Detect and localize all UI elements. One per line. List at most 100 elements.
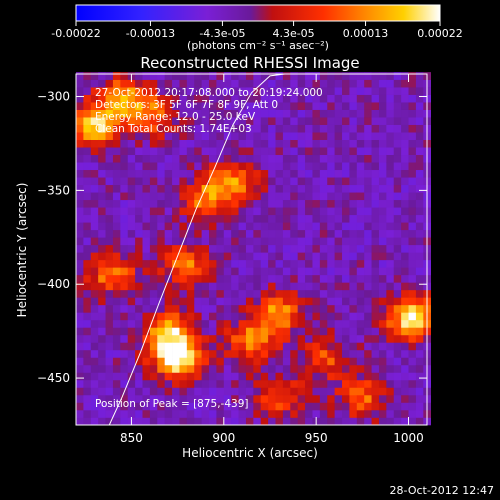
heatmap-cell [349, 94, 358, 103]
heatmap-cell [319, 417, 328, 426]
heatmap-cell [305, 237, 313, 246]
heatmap-cell [76, 267, 84, 276]
heatmap-cell [260, 214, 269, 223]
heatmap-cell [135, 379, 143, 388]
heatmap-cell [349, 244, 358, 253]
heatmap-cell [319, 147, 328, 156]
heatmap-cell [275, 72, 284, 80]
heatmap-cell [290, 417, 298, 426]
heatmap-cell [393, 214, 402, 223]
heatmap-cell [268, 169, 276, 178]
heatmap-cell [238, 102, 247, 110]
heatmap-cell [275, 244, 284, 253]
heatmap-cell [238, 79, 247, 88]
heatmap-cell [149, 364, 158, 373]
heatmap-cell [290, 394, 298, 403]
heatmap-cell [312, 79, 321, 88]
heatmap-cell [297, 387, 306, 396]
x-tick-label: 850 [120, 431, 143, 445]
heatmap-cell [98, 87, 106, 95]
heatmap-cell [164, 267, 173, 276]
heatmap-cell [334, 207, 343, 216]
heatmap-cell [334, 372, 343, 381]
heatmap-cell [201, 349, 210, 358]
heatmap-cell [201, 237, 210, 246]
heatmap-cell [149, 139, 158, 148]
heatmap-cell [378, 304, 387, 313]
heatmap-cell [386, 132, 395, 140]
heatmap-cell [105, 177, 114, 186]
heatmap-cell [297, 394, 306, 403]
heatmap-cell [253, 154, 262, 163]
heatmap-cell [216, 259, 225, 268]
heatmap-cell [356, 387, 365, 396]
heatmap-cell [135, 177, 143, 186]
heatmap-cell [342, 274, 350, 283]
heatmap-cell [349, 289, 358, 298]
heatmap-cell [142, 387, 151, 396]
heatmap-cell [216, 244, 225, 253]
heatmap-cell [216, 192, 225, 201]
heatmap-cell [364, 169, 372, 178]
heatmap-cell [157, 237, 165, 246]
heatmap-cell [401, 297, 409, 306]
heatmap-cell [245, 124, 254, 133]
heatmap-cell [408, 109, 417, 118]
heatmap-cell [349, 79, 358, 88]
heatmap-cell [172, 154, 180, 163]
heatmap-cell [253, 222, 262, 231]
heatmap-cell [260, 102, 269, 110]
heatmap-cell [98, 372, 106, 381]
heatmap-cell [245, 109, 254, 118]
heatmap-cell [305, 124, 313, 133]
y-tick-label: −400 [37, 277, 70, 291]
heatmap-cell [149, 154, 158, 163]
heatmap-cell [223, 147, 232, 156]
heatmap-cell [364, 162, 372, 171]
heatmap-cell [157, 252, 165, 261]
heatmap-cell [268, 402, 276, 411]
heatmap-cell [342, 154, 350, 163]
heatmap-cell [378, 87, 387, 95]
heatmap-cell [290, 184, 298, 193]
heatmap-cell [386, 342, 395, 351]
annotation-detectors: Detectors: 3F 5F 6F 7F 8F 9F, Att 0 [95, 99, 278, 111]
heatmap-cell [356, 177, 365, 186]
heatmap-cell [275, 379, 284, 388]
heatmap-cell [76, 304, 84, 313]
heatmap-cell [186, 304, 195, 313]
heatmap-cell [393, 109, 402, 118]
heatmap-cell [149, 79, 158, 88]
heatmap-cell [157, 372, 165, 381]
heatmap-cell [186, 349, 195, 358]
heatmap-cell [179, 139, 188, 148]
heatmap-cell [342, 87, 350, 95]
heatmap-cell [290, 229, 298, 238]
heatmap-cell [408, 259, 417, 268]
heatmap-cell [371, 184, 380, 193]
heatmap-cell [364, 387, 372, 396]
heatmap-cell [275, 177, 284, 186]
heatmap-cell [290, 214, 298, 223]
heatmap-cell [364, 184, 372, 193]
heatmap-cell [415, 394, 424, 403]
heatmap-cell [327, 199, 335, 208]
heatmap-cell [90, 177, 99, 186]
heatmap-cell [260, 259, 269, 268]
heatmap-cell [342, 409, 350, 418]
heatmap-cell [172, 207, 180, 216]
heatmap-cell [164, 252, 173, 261]
heatmap-cell [305, 327, 313, 336]
heatmap-cell [223, 214, 232, 223]
heatmap-cell [223, 327, 232, 336]
heatmap-cell [378, 252, 387, 261]
heatmap-cell [238, 379, 247, 388]
heatmap-cell [127, 349, 136, 358]
heatmap-cell [120, 177, 129, 186]
heatmap-cell [194, 72, 202, 80]
heatmap-cell [386, 417, 395, 426]
heatmap-cell [238, 207, 247, 216]
heatmap-cell [408, 229, 417, 238]
heatmap-cell [105, 147, 114, 156]
heatmap-cell [408, 379, 417, 388]
